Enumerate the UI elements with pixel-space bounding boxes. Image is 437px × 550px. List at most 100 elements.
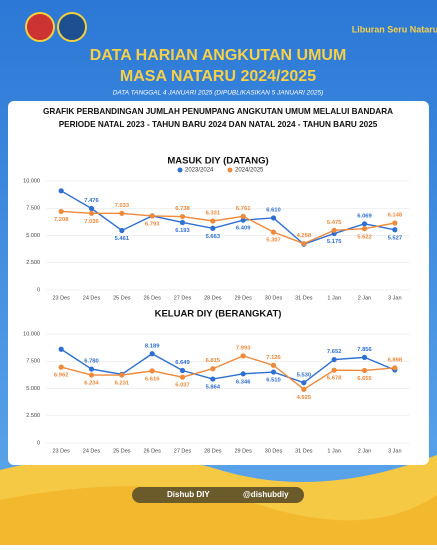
data-point (149, 368, 155, 374)
x-tick-label: 27 Des (174, 295, 192, 301)
legend-label: 2024/2025 (235, 168, 264, 174)
data-label: 5.663 (206, 234, 221, 240)
data-point (210, 218, 216, 224)
data-point (179, 219, 186, 226)
data-point (270, 215, 277, 221)
data-label: 5.175 (327, 239, 342, 245)
x-tick-label: 27 Des (174, 448, 192, 454)
data-point (361, 367, 368, 374)
x-tick-label: 25 Des (113, 295, 131, 301)
data-label: 6.148 (388, 213, 403, 219)
data-label: 4.925 (297, 395, 312, 401)
data-point (58, 346, 64, 352)
data-label: 4.258 (297, 233, 312, 239)
data-point (179, 213, 186, 220)
footer-twitter: @dishubdiy (243, 490, 289, 499)
series-line (60, 355, 395, 391)
data-point (301, 240, 307, 247)
y-tick-label: 10.000 (23, 331, 40, 337)
x-tick-label: 26 Des (143, 295, 161, 301)
panel-title: GRAFIK PERBANDINGAN JUMLAH PENUMPANG ANG… (43, 107, 393, 116)
data-point (240, 213, 246, 219)
data-point (240, 353, 246, 359)
data-label: 6.234 (84, 381, 99, 387)
data-label: 6.815 (206, 358, 221, 364)
series-line (60, 190, 395, 246)
chart-title: MASUK DIY (DATANG) (167, 156, 268, 167)
data-label: 6.231 (115, 381, 130, 387)
x-tick-label: 29 Des (234, 448, 252, 454)
data-point (392, 220, 398, 226)
x-tick-label: 28 Des (204, 295, 222, 301)
x-tick-label: 26 Des (143, 448, 161, 454)
data-label: 6.898 (388, 357, 403, 363)
x-tick-label: 30 Des (265, 295, 283, 301)
x-tick-label: 24 Des (83, 295, 101, 301)
data-label: 7.036 (84, 219, 99, 225)
data-point (301, 386, 307, 392)
logo-right (57, 12, 87, 42)
data-label: 6.331 (206, 211, 221, 217)
data-label: 6.761 (236, 206, 251, 212)
data-point (149, 351, 155, 357)
data-point (179, 374, 186, 380)
x-tick-label: 24 Des (83, 448, 101, 454)
y-tick-label: 5.000 (26, 386, 40, 392)
data-label: 8.189 (145, 343, 160, 349)
x-tick-label: 3 Jan (388, 448, 401, 454)
x-tick-label: 2 Jan (358, 295, 371, 301)
data-point (88, 210, 95, 216)
x-tick-label: 1 Jan (327, 448, 340, 454)
data-label: 5.475 (327, 220, 342, 226)
data-point (58, 364, 64, 370)
panel-title: PERIODE NATAL 2023 - TAHUN BARU 2024 DAN… (59, 120, 378, 129)
legend-label: 2023/2024 (185, 168, 214, 174)
data-point (331, 227, 337, 233)
data-label: 6.649 (175, 360, 190, 366)
data-label: 6.655 (357, 376, 372, 382)
data-label: 5.530 (297, 372, 312, 378)
data-label: 5.307 (266, 238, 281, 244)
data-label: 6.610 (266, 207, 281, 213)
y-tick-label: 2.500 (26, 260, 40, 266)
data-label: 6.962 (54, 373, 69, 379)
header-date: DATA TANGGAL 4 JANUARI 2025 (DIPUBLIKASI… (113, 90, 324, 97)
y-tick-label: 2.500 (26, 413, 40, 419)
data-label: 7.126 (266, 355, 281, 361)
data-point (179, 367, 186, 374)
data-label: 5.622 (357, 234, 372, 240)
x-tick-label: 29 Des (234, 295, 252, 301)
chart-title: KELUAR DIY (BERANGKAT) (155, 309, 282, 320)
data-label: 6.037 (175, 383, 190, 389)
data-point (361, 354, 368, 360)
data-point (88, 205, 95, 212)
brand-logo: Liburan Seru Nataru (352, 24, 437, 34)
data-label: 5.461 (115, 236, 130, 242)
data-point (240, 217, 246, 223)
x-tick-label: 25 Des (113, 448, 131, 454)
y-tick-label: 5.000 (26, 233, 40, 239)
data-point (210, 376, 216, 382)
data-label: 6.678 (327, 376, 342, 382)
x-tick-label: 30 Des (265, 448, 283, 454)
series-line (60, 348, 396, 384)
data-point (301, 380, 307, 386)
data-point (270, 362, 277, 368)
y-tick-label: 0 (37, 440, 40, 446)
data-label: 6.738 (175, 206, 190, 212)
data-point (361, 226, 368, 232)
data-label: 5.864 (206, 385, 221, 391)
y-tick-label: 0 (37, 287, 40, 293)
x-tick-label: 31 Des (295, 448, 313, 454)
data-label: 7.208 (54, 217, 69, 223)
data-point (149, 213, 155, 219)
y-tick-label: 10.000 (23, 178, 40, 184)
data-point (88, 366, 95, 372)
data-point (58, 188, 64, 194)
data-label: 5.527 (388, 235, 403, 241)
footer-pill (132, 487, 304, 503)
data-label: 6.510 (266, 378, 281, 384)
data-point (58, 208, 64, 215)
